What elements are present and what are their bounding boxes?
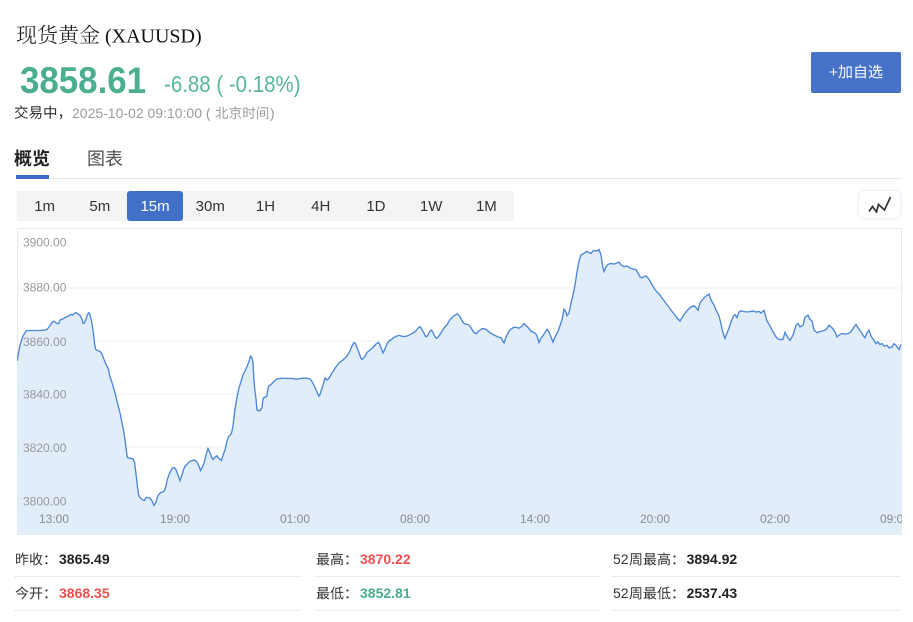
svg-text:02:00: 02:00 xyxy=(760,512,790,526)
svg-text:08:00: 08:00 xyxy=(400,512,430,526)
svg-text:3840.00: 3840.00 xyxy=(23,388,67,402)
svg-text:3820.00: 3820.00 xyxy=(23,441,67,455)
svg-text:19:00: 19:00 xyxy=(160,512,190,526)
svg-text:3900.00: 3900.00 xyxy=(23,236,67,250)
svg-text:3880.00: 3880.00 xyxy=(23,281,67,295)
svg-text:09:00: 09:00 xyxy=(880,512,902,526)
svg-text:14:00: 14:00 xyxy=(520,512,550,526)
svg-text:01:00: 01:00 xyxy=(280,512,310,526)
svg-text:3860.00: 3860.00 xyxy=(23,335,67,349)
svg-text:20:00: 20:00 xyxy=(640,512,670,526)
svg-text:13:00: 13:00 xyxy=(39,512,69,526)
svg-text:3800.00: 3800.00 xyxy=(23,495,67,509)
